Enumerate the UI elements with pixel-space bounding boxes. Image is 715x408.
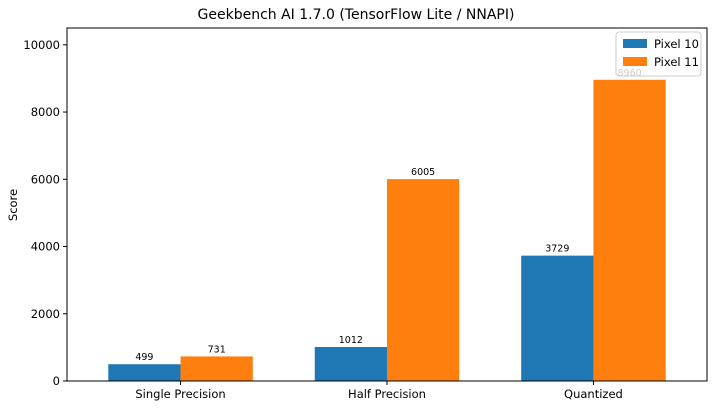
y-tick-label: 2000	[31, 307, 60, 321]
y-tick-label: 8000	[31, 105, 60, 119]
y-tick-label: 10000	[23, 38, 60, 52]
bar-value-label: 731	[208, 344, 226, 355]
y-axis-label: Score	[6, 189, 20, 221]
plot-area: 4991012372973160058960020004000600080001…	[23, 27, 708, 401]
y-tick-label: 6000	[31, 172, 60, 186]
y-tick-label: 0	[53, 374, 60, 388]
bar-value-label: 6005	[411, 167, 435, 178]
legend: Pixel 10 Pixel 11	[615, 31, 702, 77]
x-tick-label: Single Precision	[135, 387, 225, 401]
legend-swatch-pixel-11	[623, 57, 647, 66]
bar-pixel-11-1	[387, 179, 460, 381]
legend-entry-label: Pixel 10	[654, 37, 699, 51]
bar-pixel-11-2	[593, 79, 666, 382]
y-tick-label: 4000	[31, 240, 60, 254]
bar-value-label: 1012	[339, 335, 363, 346]
legend-swatch-pixel-10	[623, 39, 647, 48]
bar-value-label: 3729	[545, 244, 569, 255]
chart-title: Geekbench AI 1.7.0 (TensorFlow Lite / NN…	[198, 7, 515, 23]
bar-pixel-11-0	[180, 356, 253, 381]
legend-entry-label: Pixel 11	[654, 55, 699, 69]
x-tick-label: Quantized	[564, 387, 623, 401]
bar-value-label: 499	[135, 352, 153, 363]
x-tick-label: Half Precision	[348, 387, 426, 401]
bar-pixel-10-2	[521, 255, 594, 381]
bar-pixel-10-1	[314, 346, 387, 381]
bar-pixel-10-0	[108, 364, 181, 381]
